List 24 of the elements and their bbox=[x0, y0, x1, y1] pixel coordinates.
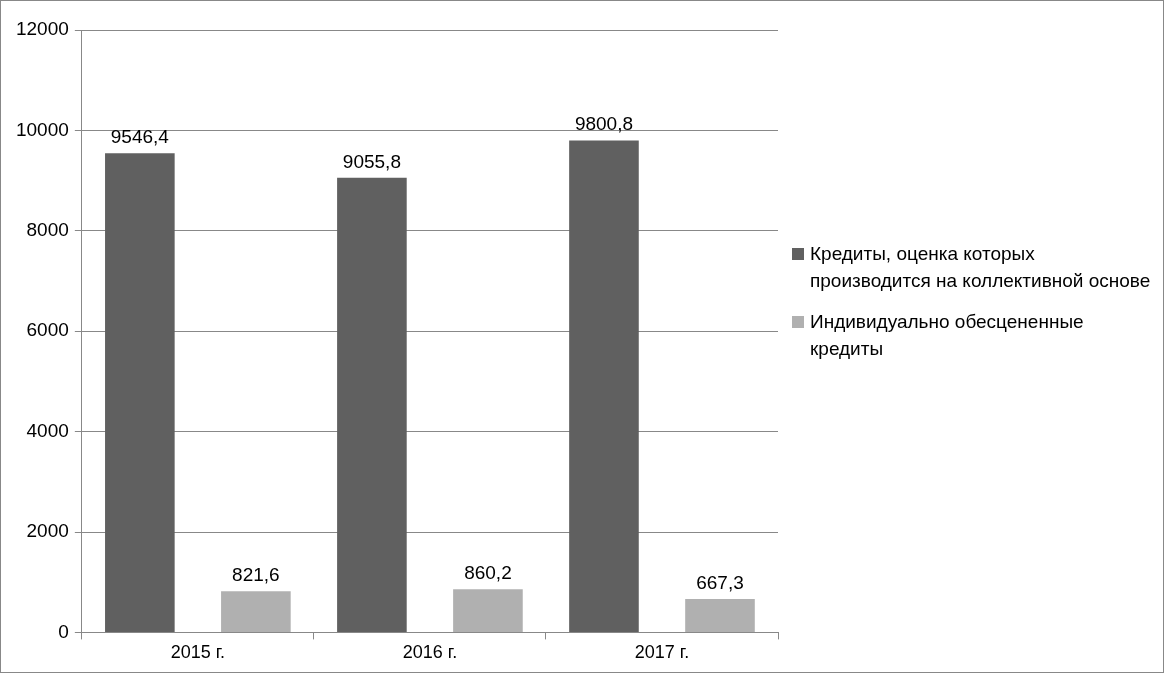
bar bbox=[337, 177, 407, 632]
y-tick-label: 10000 bbox=[15, 118, 69, 140]
legend-label: Кредиты, оценка которых производится на коллективной основе bbox=[810, 242, 1152, 293]
y-tick-label: 12000 bbox=[15, 18, 69, 40]
bar bbox=[685, 598, 755, 632]
data-label: 9546,4 bbox=[110, 125, 170, 147]
legend-label: Индивидуально обесцененные кредиты bbox=[810, 310, 1085, 361]
y-tick-label: 8000 bbox=[26, 219, 69, 241]
data-label: 9800,8 bbox=[574, 113, 634, 135]
data-label: 821,6 bbox=[232, 563, 280, 585]
data-label: 860,2 bbox=[464, 561, 512, 583]
bar bbox=[221, 591, 291, 632]
bar bbox=[569, 140, 639, 632]
bar bbox=[105, 153, 175, 632]
x-tick-label: 2015 г. bbox=[170, 642, 226, 663]
y-tick-label: 2000 bbox=[26, 520, 69, 542]
data-label: 667,3 bbox=[696, 571, 744, 593]
x-tick-label: 2017 г. bbox=[634, 642, 690, 663]
data-label: 9055,8 bbox=[342, 150, 401, 172]
y-tick-label: 4000 bbox=[26, 419, 69, 441]
y-tick-label: 6000 bbox=[26, 319, 69, 341]
bar bbox=[453, 589, 523, 632]
y-tick-label: 0 bbox=[58, 620, 69, 642]
x-tick-label: 2016 г. bbox=[402, 642, 458, 663]
